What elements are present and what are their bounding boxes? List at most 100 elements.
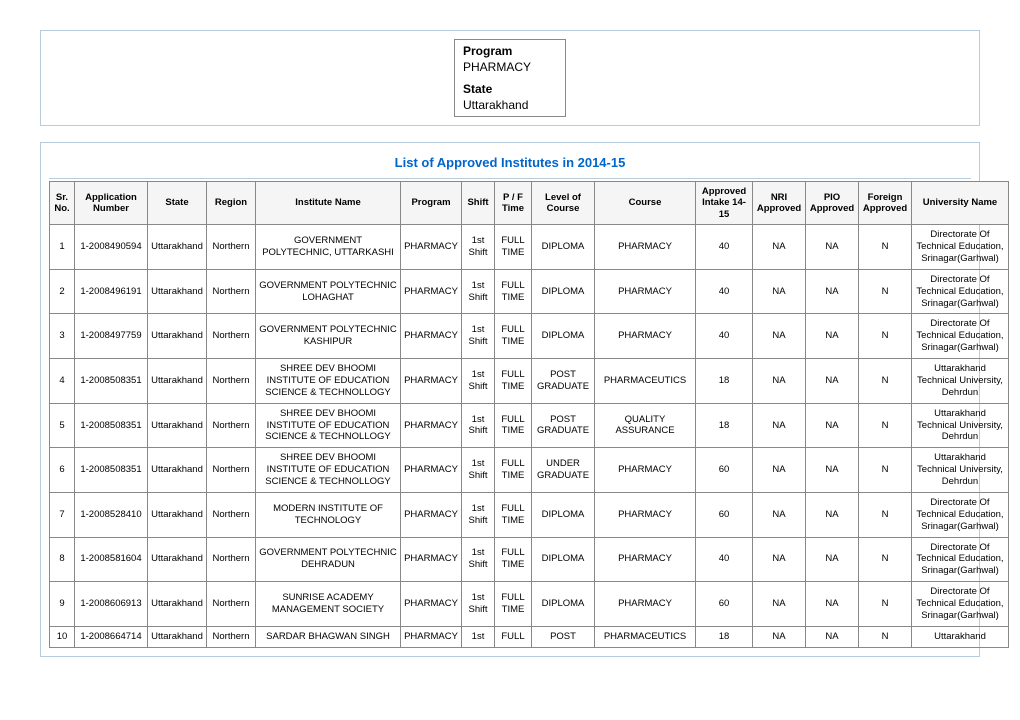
table-row: 31-2008497759UttarakhandNorthernGOVERNME…: [50, 314, 1009, 359]
table-cell: Uttarakhand Technical University, Dehrdu…: [912, 448, 1009, 493]
table-cell: 5: [50, 403, 75, 448]
table-cell: 1-2008581604: [75, 537, 148, 582]
table-cell: 1st Shift: [462, 492, 495, 537]
table-cell: NA: [806, 269, 859, 314]
table-row: 91-2008606913UttarakhandNorthernSUNRISE …: [50, 582, 1009, 627]
table-cell: SUNRISE ACADEMY MANAGEMENT SOCIETY: [256, 582, 401, 627]
table-cell: 60: [696, 582, 753, 627]
table-cell: NA: [753, 403, 806, 448]
table-cell: Northern: [207, 492, 256, 537]
table-cell: NA: [753, 448, 806, 493]
table-cell: Northern: [207, 403, 256, 448]
table-cell: Uttarakhand: [148, 403, 207, 448]
table-cell: Uttarakhand: [148, 582, 207, 627]
table-cell: 60: [696, 492, 753, 537]
institutes-table: Sr. No.Application NumberStateRegionInst…: [49, 181, 1009, 648]
col-header: Sr. No.: [50, 182, 75, 225]
table-cell: FULL: [495, 626, 532, 647]
table-cell: NA: [806, 537, 859, 582]
table-cell: N: [859, 269, 912, 314]
table-cell: PHARMACY: [401, 582, 462, 627]
table-row: 21-2008496191UttarakhandNorthernGOVERNME…: [50, 269, 1009, 314]
table-cell: Uttarakhand: [148, 225, 207, 270]
table-cell: SHREE DEV BHOOMI INSTITUTE OF EDUCATION …: [256, 403, 401, 448]
table-row: 41-2008508351UttarakhandNorthernSHREE DE…: [50, 359, 1009, 404]
table-cell: N: [859, 403, 912, 448]
table-cell: FULL TIME: [495, 359, 532, 404]
table-cell: 40: [696, 225, 753, 270]
table-cell: N: [859, 492, 912, 537]
table-cell: Uttarakhand: [148, 314, 207, 359]
table-cell: 1st Shift: [462, 269, 495, 314]
table-cell: GOVERNMENT POLYTECHNIC KASHIPUR: [256, 314, 401, 359]
table-cell: NA: [753, 626, 806, 647]
table-cell: 1st Shift: [462, 582, 495, 627]
table-cell: Uttarakhand Technical University, Dehrdu…: [912, 359, 1009, 404]
content-box: List of Approved Institutes in 2014-15 S…: [40, 142, 980, 657]
table-cell: 1-2008528410: [75, 492, 148, 537]
table-cell: PHARMACY: [595, 269, 696, 314]
table-cell: 1-2008490594: [75, 225, 148, 270]
table-cell: SHREE DEV BHOOMI INSTITUTE OF EDUCATION …: [256, 359, 401, 404]
table-cell: Directorate Of Technical Education, Srin…: [912, 537, 1009, 582]
table-cell: GOVERNMENT POLYTECHNIC DEHRADUN: [256, 537, 401, 582]
table-cell: 1-2008508351: [75, 448, 148, 493]
col-header: Region: [207, 182, 256, 225]
table-cell: PHARMACY: [595, 537, 696, 582]
program-label: Program: [455, 40, 565, 60]
table-cell: 6: [50, 448, 75, 493]
table-cell: FULL TIME: [495, 403, 532, 448]
table-cell: Northern: [207, 314, 256, 359]
table-cell: Northern: [207, 225, 256, 270]
col-header: Application Number: [75, 182, 148, 225]
table-cell: POST GRADUATE: [532, 359, 595, 404]
table-cell: 1st Shift: [462, 359, 495, 404]
table-cell: FULL TIME: [495, 225, 532, 270]
table-cell: 18: [696, 626, 753, 647]
table-cell: POST GRADUATE: [532, 403, 595, 448]
col-header: P / F Time: [495, 182, 532, 225]
table-cell: PHARMACY: [401, 537, 462, 582]
col-header: University Name: [912, 182, 1009, 225]
table-cell: Uttarakhand Technical University, Dehrdu…: [912, 403, 1009, 448]
table-cell: Northern: [207, 582, 256, 627]
table-cell: N: [859, 359, 912, 404]
table-cell: SARDAR BHAGWAN SINGH: [256, 626, 401, 647]
table-cell: 1-2008497759: [75, 314, 148, 359]
table-cell: NA: [806, 582, 859, 627]
table-cell: 1: [50, 225, 75, 270]
table-cell: 60: [696, 448, 753, 493]
table-cell: FULL TIME: [495, 448, 532, 493]
table-cell: QUALITY ASSURANCE: [595, 403, 696, 448]
table-cell: FULL TIME: [495, 314, 532, 359]
table-cell: Northern: [207, 359, 256, 404]
table-cell: NA: [806, 626, 859, 647]
table-cell: NA: [806, 403, 859, 448]
header-inner: Program PHARMACY State Uttarakhand: [454, 39, 566, 117]
table-cell: N: [859, 582, 912, 627]
table-cell: N: [859, 314, 912, 359]
table-cell: 1st Shift: [462, 314, 495, 359]
table-row: 101-2008664714UttarakhandNorthernSARDAR …: [50, 626, 1009, 647]
table-cell: NA: [753, 537, 806, 582]
table-cell: N: [859, 626, 912, 647]
col-header: Program: [401, 182, 462, 225]
table-cell: PHARMACY: [595, 582, 696, 627]
table-cell: 40: [696, 314, 753, 359]
table-cell: DIPLOMA: [532, 269, 595, 314]
table-cell: NA: [806, 448, 859, 493]
list-title: List of Approved Institutes in 2014-15: [49, 151, 971, 179]
table-cell: 7: [50, 492, 75, 537]
col-header: Course: [595, 182, 696, 225]
table-cell: 1-2008508351: [75, 403, 148, 448]
table-cell: 1st Shift: [462, 225, 495, 270]
table-cell: Directorate Of Technical Education, Srin…: [912, 314, 1009, 359]
col-header: State: [148, 182, 207, 225]
col-header: Foreign Approved: [859, 182, 912, 225]
table-cell: PHARMACY: [595, 492, 696, 537]
table-cell: MODERN INSTITUTE OF TECHNOLOGY: [256, 492, 401, 537]
col-header: Shift: [462, 182, 495, 225]
table-row: 11-2008490594UttarakhandNorthernGOVERNME…: [50, 225, 1009, 270]
table-cell: NA: [806, 492, 859, 537]
table-cell: PHARMACY: [595, 225, 696, 270]
